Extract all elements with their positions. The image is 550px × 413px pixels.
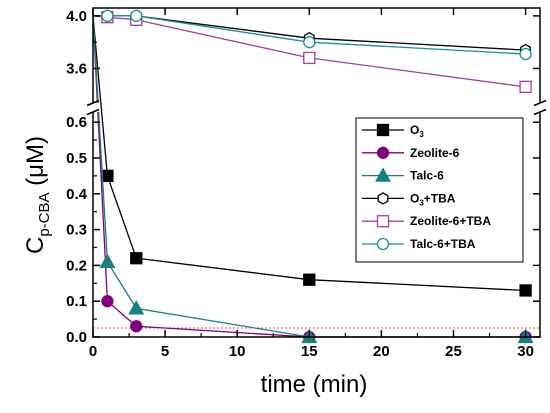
data-point — [128, 300, 145, 315]
axis-break-gap-left — [86, 103, 100, 112]
x-tick-label: 25 — [445, 343, 462, 360]
legend-marker — [375, 167, 391, 182]
y-tick-label: 4.0 — [66, 8, 87, 25]
data-point — [130, 252, 143, 265]
legend-marker — [377, 192, 389, 205]
y-axis-label-main: C — [22, 237, 49, 254]
x-tick-label: 5 — [161, 343, 169, 360]
legend-marker — [376, 146, 390, 159]
y-tick-label: 0.2 — [66, 257, 87, 274]
legend-entry-6: Talc-6+TBA — [362, 237, 476, 251]
x-tick-label: 10 — [229, 343, 246, 360]
y-axis-label: Cp-CBA (μM) — [22, 136, 53, 254]
series-5 — [92, 11, 532, 94]
y-axis-label-subscript: p-CBA — [36, 192, 53, 236]
legend-marker — [376, 215, 390, 228]
y-axis-label-unit: (μM) — [22, 136, 49, 192]
y-tick-label: 0.6 — [66, 114, 87, 131]
x-tick-label: 20 — [373, 343, 390, 360]
series-6 — [93, 9, 532, 61]
data-point — [519, 47, 532, 61]
axis-break-mark — [533, 108, 547, 116]
data-point — [130, 9, 143, 23]
legend-entry-2: Zeolite-6 — [362, 146, 460, 160]
legend-marker — [376, 237, 390, 251]
series-line — [92, 15, 526, 88]
x-tick-label: 30 — [517, 343, 534, 360]
axis-break-mark — [86, 99, 100, 107]
x-tick-label: 15 — [301, 343, 318, 360]
data-point — [99, 253, 116, 268]
data-point — [303, 36, 316, 49]
y-tick-label: 0.1 — [66, 293, 87, 310]
data-point — [101, 169, 114, 183]
axis-break-mark — [533, 99, 547, 107]
plot-frame — [92, 7, 541, 338]
y-tick-label: 3.6 — [66, 60, 87, 77]
series-1 — [92, 15, 532, 297]
legend-label: O3 — [410, 123, 424, 139]
axis-break-mark — [86, 108, 100, 116]
y-tick-label: 0.3 — [66, 222, 87, 239]
data-point — [130, 320, 143, 333]
legend-entry-1: O3 — [362, 123, 424, 139]
legend-entry-3: Talc-6 — [362, 167, 444, 183]
legend-label: Talc-6+TBA — [410, 237, 476, 251]
series-4 — [93, 9, 531, 57]
data-point — [519, 80, 532, 94]
x-tick-label: 0 — [89, 343, 97, 360]
legend-entry-4: O3+TBA — [362, 191, 456, 207]
y-tick-label: 0.5 — [66, 150, 87, 167]
data-point — [303, 51, 316, 65]
legend-label: Zeolite-6+TBA — [410, 214, 491, 228]
legend-entry-5: Zeolite-6+TBA — [362, 214, 491, 228]
axis-break-gap-right — [533, 103, 547, 112]
x-axis-label: time (min) — [261, 371, 368, 398]
data-point — [101, 295, 114, 308]
y-tick-label: 0.4 — [66, 186, 88, 203]
legend-label: O3+TBA — [410, 191, 456, 207]
data-point — [101, 9, 114, 23]
legend-marker — [376, 123, 390, 137]
data-point — [303, 273, 316, 286]
legend-label: Zeolite-6 — [410, 146, 460, 160]
data-point — [519, 284, 532, 297]
legend-label: Talc-6 — [410, 169, 444, 183]
y-tick-label: 0.0 — [66, 329, 87, 346]
